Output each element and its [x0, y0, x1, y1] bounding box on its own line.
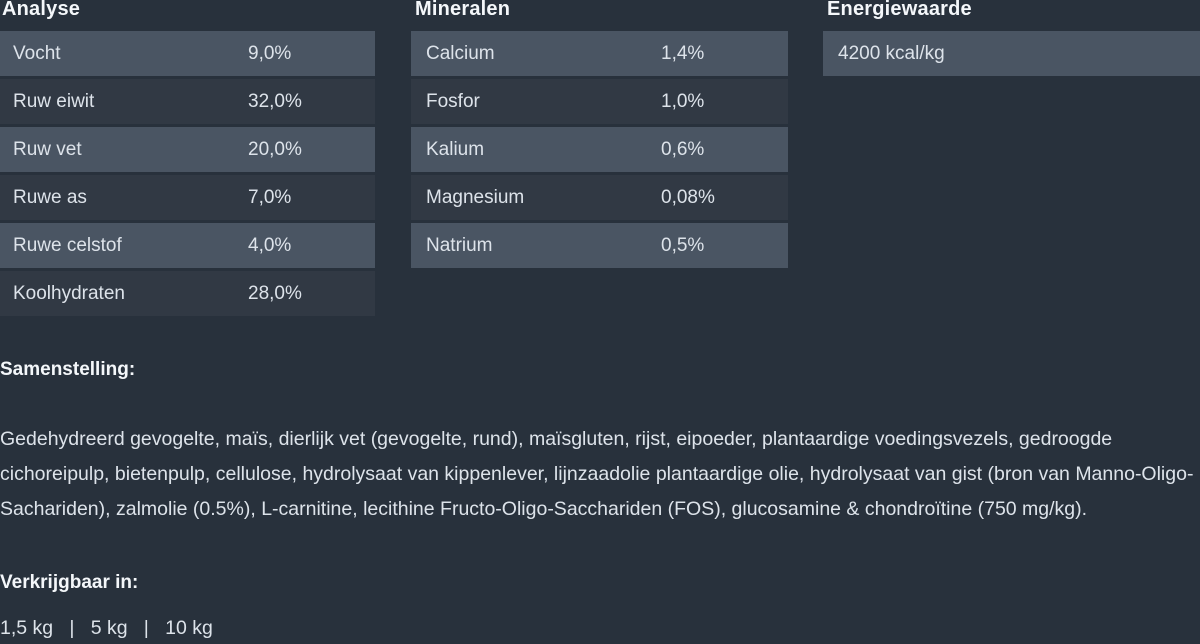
composition-heading: Samenstelling:: [0, 359, 136, 380]
table-row: Ruwe celstof 4,0%: [0, 223, 375, 268]
row-value: 1,4%: [661, 42, 705, 64]
row-label: Calcium: [426, 42, 495, 64]
table-row: Ruw eiwit 32,0%: [0, 79, 375, 124]
mineralen-title: Mineralen: [415, 0, 511, 20]
table-row: 4200 kcal/kg: [823, 31, 1200, 76]
availability-sizes: 1,5 kg | 5 kg | 10 kg: [0, 617, 213, 639]
table-row: Kalium 0,6%: [411, 127, 788, 172]
analyse-title: Analyse: [2, 0, 81, 20]
energiewaarde-title: Energiewaarde: [827, 0, 972, 20]
row-value: 1,0%: [661, 90, 705, 112]
row-label: Ruwe celstof: [13, 234, 122, 256]
table-row: Calcium 1,4%: [411, 31, 788, 76]
row-value: 0,6%: [661, 138, 705, 160]
mineralen-rows: Calcium 1,4% Fosfor 1,0% Kalium 0,6% Mag…: [411, 31, 788, 271]
row-label: Ruw vet: [13, 138, 82, 160]
row-value: 0,08%: [661, 186, 715, 208]
table-row: Koolhydraten 28,0%: [0, 271, 375, 316]
row-value: 4,0%: [248, 234, 292, 256]
row-label: Ruw eiwit: [13, 90, 95, 112]
table-row: Ruw vet 20,0%: [0, 127, 375, 172]
row-value: 20,0%: [248, 138, 302, 160]
row-value: 7,0%: [248, 186, 292, 208]
row-value: 28,0%: [248, 282, 302, 304]
table-row: Fosfor 1,0%: [411, 79, 788, 124]
row-value: 32,0%: [248, 90, 302, 112]
table-row: Natrium 0,5%: [411, 223, 788, 268]
row-value: 9,0%: [248, 42, 292, 64]
table-row: Ruwe as 7,0%: [0, 175, 375, 220]
row-label: Vocht: [13, 42, 61, 64]
composition-text: Gedehydreerd gevogelte, maïs, dierlijk v…: [0, 427, 1194, 520]
energiewaarde-rows: 4200 kcal/kg: [823, 31, 1200, 79]
table-row: Magnesium 0,08%: [411, 175, 788, 220]
row-label: 4200 kcal/kg: [838, 42, 945, 64]
row-label: Natrium: [426, 234, 493, 256]
row-label: Fosfor: [426, 90, 480, 112]
row-label: Magnesium: [426, 186, 525, 208]
availability-heading: Verkrijgbaar in:: [0, 572, 139, 593]
row-label: Ruwe as: [13, 186, 87, 208]
row-label: Kalium: [426, 138, 485, 160]
row-label: Koolhydraten: [13, 282, 125, 304]
row-value: 0,5%: [661, 234, 705, 256]
table-row: Vocht 9,0%: [0, 31, 375, 76]
analyse-rows: Vocht 9,0% Ruw eiwit 32,0% Ruw vet 20,0%…: [0, 31, 375, 319]
